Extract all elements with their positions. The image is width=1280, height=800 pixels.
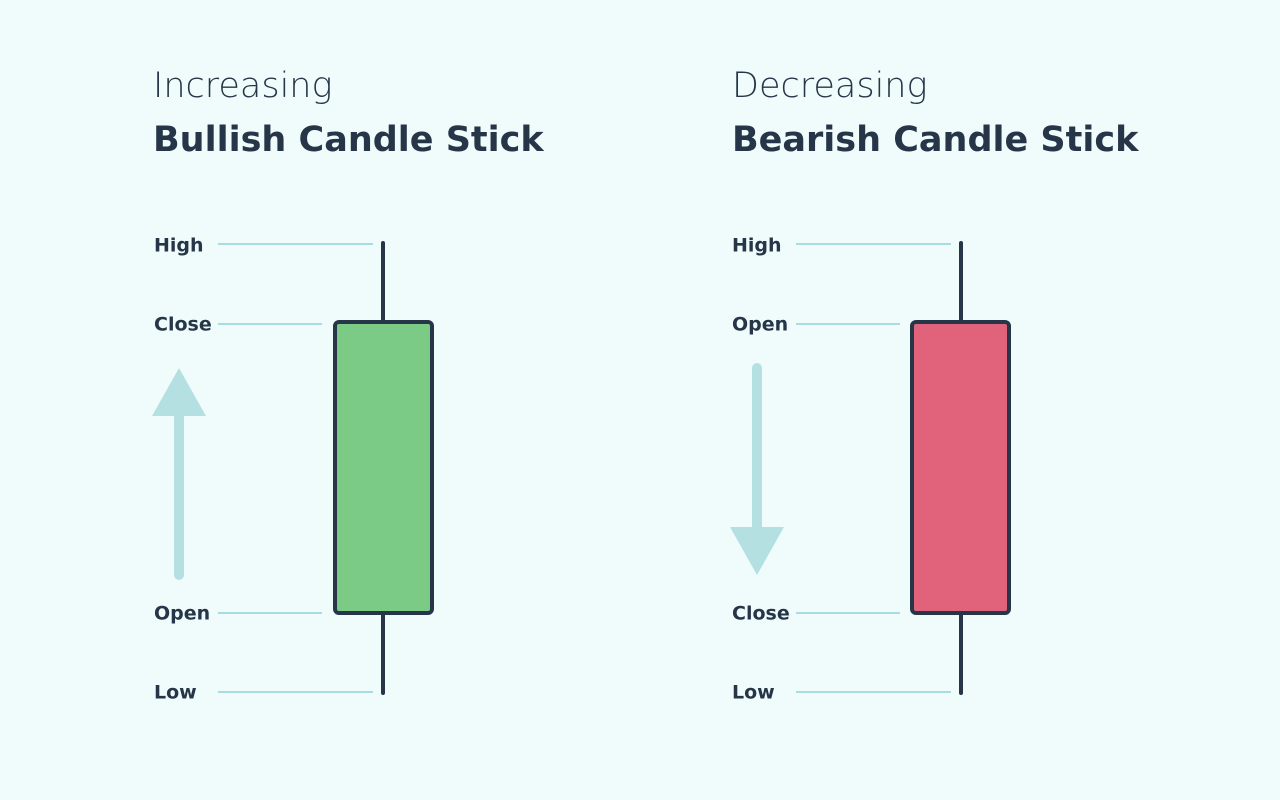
level-label: Open [732,314,788,336]
arrow-head [152,368,206,416]
level-label: Low [154,682,197,704]
candle-body [333,320,434,615]
level-label: Close [732,603,790,625]
panel-title: Bearish Candle Stick [732,120,1139,160]
panel-title: Bullish Candle Stick [153,120,544,160]
panel-kicker: Decreasing [732,66,927,106]
bearish-panel: Decreasing Bearish Candle Stick High Ope… [730,66,1139,704]
level-label: Low [732,682,775,704]
level-label: High [154,235,204,257]
level-label: Open [154,603,210,625]
bullish-panel: Increasing Bullish Candle Stick High Clo… [152,66,544,704]
candle-body [910,320,1011,615]
level-label: Close [154,314,212,336]
level-label: High [732,235,782,257]
arrow-head [730,527,784,575]
panel-kicker: Increasing [153,66,333,106]
